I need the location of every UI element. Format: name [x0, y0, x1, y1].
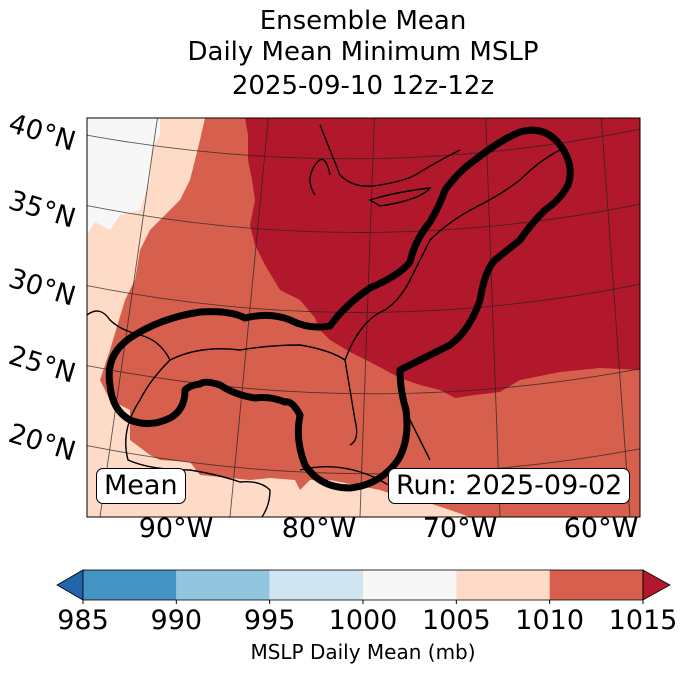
map-area — [87, 118, 640, 517]
colorbar-extend-low — [56, 569, 84, 601]
colorbar-bin-1000-1005 — [363, 570, 457, 600]
colorbar-tick-995: 995 — [243, 605, 296, 636]
lon-tick-90w: 90°W — [138, 513, 214, 544]
colorbar-tick-1015: 1015 — [608, 605, 678, 636]
map-frame — [86, 117, 641, 518]
chart-title-line-1: Ensemble Mean — [259, 6, 467, 36]
colorbar-bin-990-995 — [176, 570, 270, 600]
fill-1000-1005 — [87, 118, 160, 235]
lon-tick-80w: 80°W — [281, 513, 357, 544]
colorbar-tick-1010: 1010 — [515, 605, 585, 636]
colorbar-tick-990: 990 — [150, 605, 203, 636]
fill-1015-plus — [245, 118, 640, 398]
colorbar-extend-high — [642, 569, 671, 601]
colorbar-bin-1005-1010 — [456, 570, 550, 600]
colorbar-bin-995-1000 — [269, 570, 363, 600]
colorbar-bin-985-990 — [83, 570, 177, 600]
lon-tick-60w: 60°W — [563, 513, 639, 544]
colorbar-bin-1010-1015 — [549, 570, 643, 600]
annotation-run-date: Run: 2025-09-02 — [388, 468, 631, 504]
colorbar-tick-1000: 1000 — [328, 605, 398, 636]
graticule — [87, 118, 640, 517]
chart-title-line-3: 2025-09-10 12z-12z — [231, 71, 495, 101]
colorbar — [56, 569, 671, 604]
contour-outline — [105, 126, 574, 492]
colorbar-tick-985: 985 — [57, 605, 109, 636]
chart-title-line-2: Daily Mean Minimum MSLP — [187, 37, 539, 67]
colorbar-label: MSLP Daily Mean (mb) — [250, 640, 476, 664]
annotation-mean: Mean — [96, 468, 186, 504]
colorbar-tick-1005: 1005 — [421, 605, 491, 636]
lon-tick-70w: 70°W — [422, 513, 498, 544]
